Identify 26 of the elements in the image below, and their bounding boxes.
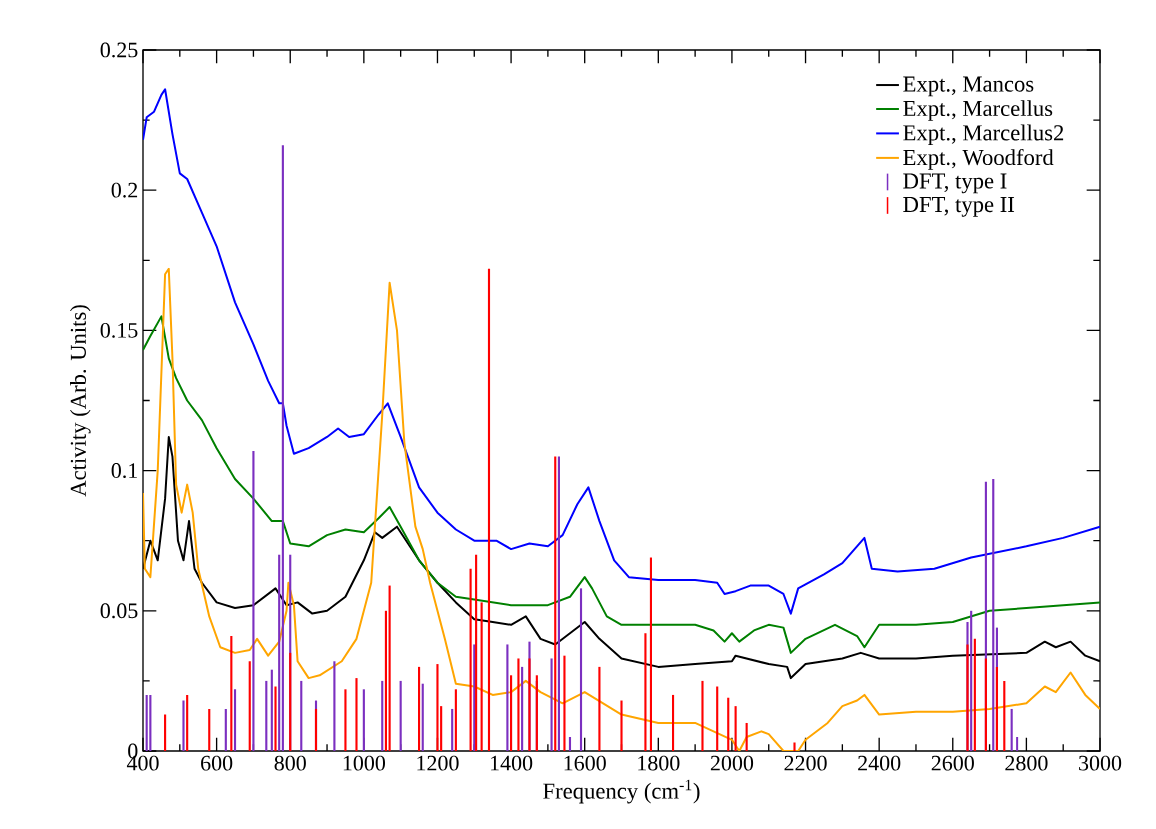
legend-label: Expt., Marcellus2 (903, 124, 1064, 146)
x-tick-label: 1200 (417, 755, 459, 771)
x-tick-label: 2400 (858, 755, 901, 771)
x-tick-label: 2200 (784, 755, 827, 771)
y-tick-label: 0.25 (100, 42, 138, 58)
x-tick-label: 2800 (1005, 755, 1048, 771)
x-tick-label: 1400 (491, 755, 533, 771)
x-axis-title: Frequency (cm$^{-1}$) (543, 779, 700, 804)
y-tick-label: 0.2 (111, 182, 138, 198)
x-tick-label: 1000 (343, 755, 386, 771)
y-tick-label: 0.05 (100, 603, 138, 619)
x-tick-label: 600 (201, 755, 233, 771)
legend-label: DFT, type I (903, 173, 1007, 194)
y-tick-label: 0.1 (111, 463, 137, 479)
legend-label: DFT, type II (903, 197, 1015, 217)
x-tick-label: 800 (274, 755, 306, 771)
legend-label: Expt., Mancos (903, 76, 1034, 97)
y-axis-title: Activity (Arb. Units) (70, 305, 91, 497)
x-tick-label: 1800 (638, 755, 680, 771)
x-tick-label: 2600 (931, 755, 974, 771)
legend-label: Expt., Marcellus (903, 100, 1053, 121)
x-tick-label: 2000 (710, 755, 754, 771)
x-tick-label: 1600 (564, 755, 606, 771)
legend-label: Expt., Woodford (903, 148, 1054, 170)
y-tick-label: 0.15 (100, 322, 138, 338)
x-tick-label: 3000 (1079, 755, 1122, 771)
